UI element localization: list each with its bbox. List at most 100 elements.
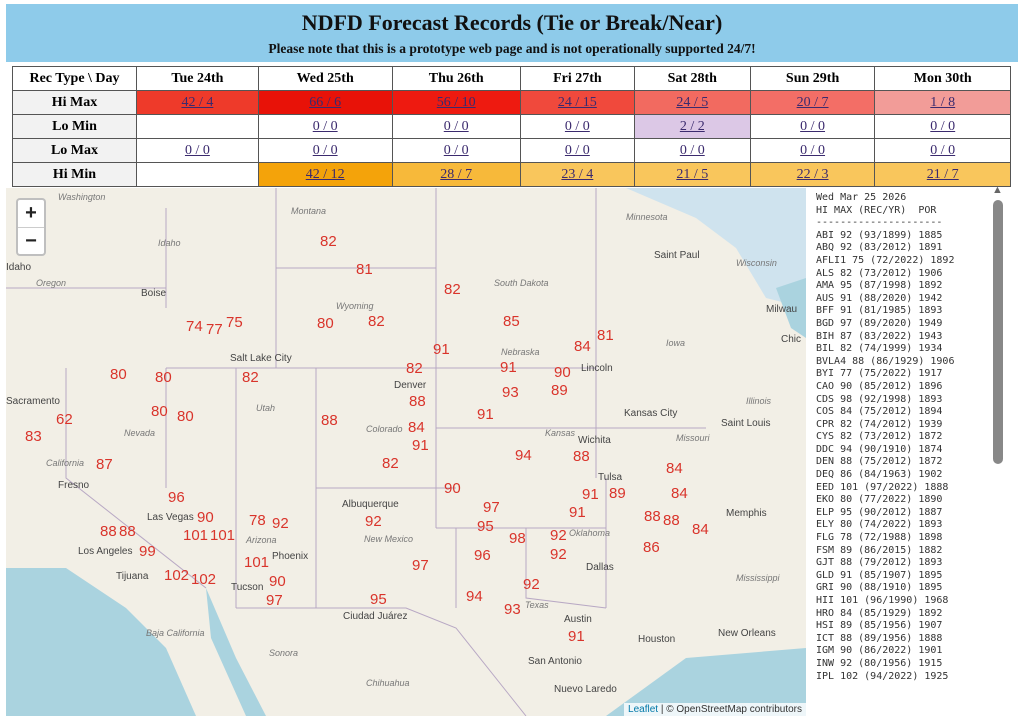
temperature-marker[interactable]: 89 — [609, 485, 626, 502]
temperature-marker[interactable]: 96 — [168, 489, 185, 506]
temperature-marker[interactable]: 90 — [269, 573, 286, 590]
temperature-marker[interactable]: 95 — [477, 518, 494, 535]
temperature-marker[interactable]: 87 — [96, 456, 113, 473]
zoom-out-button[interactable]: − — [18, 227, 44, 254]
record-link[interactable]: 0 / 0 — [443, 118, 469, 134]
temperature-marker[interactable]: 97 — [412, 557, 429, 574]
record-link[interactable]: 0 / 0 — [679, 142, 705, 158]
temperature-marker[interactable]: 90 — [444, 480, 461, 497]
record-link[interactable]: 0 / 0 — [930, 118, 956, 134]
temperature-marker[interactable]: 91 — [568, 628, 585, 645]
temperature-marker[interactable]: 81 — [356, 261, 373, 278]
temperature-marker[interactable]: 85 — [503, 313, 520, 330]
temperature-marker[interactable]: 96 — [474, 547, 491, 564]
temperature-marker[interactable]: 81 — [597, 327, 614, 344]
temperature-marker[interactable]: 82 — [368, 313, 385, 330]
temperature-marker[interactable]: 75 — [226, 314, 243, 331]
temperature-marker[interactable]: 80 — [317, 315, 334, 332]
record-link[interactable]: 2 / 2 — [679, 118, 705, 134]
temperature-marker[interactable]: 86 — [643, 539, 660, 556]
record-link[interactable]: 0 / 0 — [312, 142, 338, 158]
temperature-marker[interactable]: 91 — [433, 341, 450, 358]
record-link[interactable]: 0 / 0 — [930, 142, 956, 158]
record-link[interactable]: 0 / 0 — [800, 142, 826, 158]
temperature-marker[interactable]: 74 — [186, 318, 203, 335]
record-link[interactable]: 0 / 0 — [443, 142, 469, 158]
record-link[interactable]: 21 / 7 — [926, 166, 959, 182]
temperature-marker[interactable]: 88 — [644, 508, 661, 525]
record-link[interactable]: 22 / 3 — [796, 166, 829, 182]
temperature-marker[interactable]: 90 — [554, 364, 571, 381]
temperature-marker[interactable]: 84 — [408, 419, 425, 436]
temperature-marker[interactable]: 101 — [210, 527, 236, 544]
record-link[interactable]: 0 / 0 — [564, 142, 590, 158]
temperature-marker[interactable]: 88 — [663, 512, 680, 529]
temperature-marker[interactable]: 84 — [692, 521, 709, 538]
temperature-marker[interactable]: 94 — [466, 588, 483, 605]
temperature-marker[interactable]: 90 — [197, 509, 214, 526]
temperature-marker[interactable]: 84 — [671, 485, 688, 502]
temperature-marker[interactable]: 92 — [365, 513, 382, 530]
temperature-marker[interactable]: 91 — [500, 359, 517, 376]
temperature-marker[interactable]: 91 — [582, 486, 599, 503]
temperature-marker[interactable]: 102 — [164, 567, 190, 584]
temperature-marker[interactable]: 95 — [370, 591, 387, 608]
temperature-marker[interactable]: 84 — [666, 460, 683, 477]
temperature-marker[interactable]: 92 — [523, 576, 540, 593]
record-link[interactable]: 1 / 8 — [930, 94, 956, 110]
record-link[interactable]: 21 / 5 — [676, 166, 709, 182]
temperature-marker[interactable]: 77 — [206, 321, 223, 338]
record-link[interactable]: 42 / 4 — [181, 94, 214, 110]
temperature-marker[interactable]: 80 — [177, 408, 194, 425]
temperature-marker[interactable]: 101 — [183, 527, 209, 544]
temperature-marker[interactable]: 84 — [574, 338, 591, 355]
temperature-marker[interactable]: 91 — [569, 504, 586, 521]
temperature-marker[interactable]: 91 — [477, 406, 494, 423]
record-link[interactable]: 28 / 7 — [440, 166, 473, 182]
record-link[interactable]: 23 / 4 — [561, 166, 594, 182]
temperature-marker[interactable]: 82 — [382, 455, 399, 472]
temperature-marker[interactable]: 91 — [412, 437, 429, 454]
list-scrollbar[interactable]: ▲ — [990, 184, 1006, 720]
scroll-up-icon[interactable]: ▲ — [992, 184, 1003, 196]
temperature-marker[interactable]: 80 — [155, 369, 172, 386]
temperature-marker[interactable]: 93 — [504, 601, 521, 618]
temperature-marker[interactable]: 82 — [444, 281, 461, 298]
temperature-marker[interactable]: 62 — [56, 411, 73, 428]
record-link[interactable]: 42 / 12 — [305, 166, 345, 182]
temperature-marker[interactable]: 83 — [25, 428, 42, 445]
record-link[interactable]: 66 / 6 — [309, 94, 342, 110]
record-link[interactable]: 0 / 0 — [312, 118, 338, 134]
zoom-in-button[interactable]: + — [25, 202, 37, 224]
temperature-marker[interactable]: 99 — [139, 543, 156, 560]
record-link[interactable]: 0 / 0 — [184, 142, 210, 158]
records-list[interactable]: Wed Mar 25 2026 HI MAX (REC/YR) POR ------… — [810, 188, 990, 720]
temperature-marker[interactable]: 97 — [266, 592, 283, 609]
temperature-marker[interactable]: 92 — [550, 527, 567, 544]
temperature-marker[interactable]: 92 — [272, 515, 289, 532]
temperature-marker[interactable]: 93 — [502, 384, 519, 401]
scrollbar-thumb[interactable] — [993, 200, 1003, 464]
temperature-marker[interactable]: 88 — [100, 523, 117, 540]
temperature-marker[interactable]: 78 — [249, 512, 266, 529]
temperature-marker[interactable]: 88 — [321, 412, 338, 429]
temperature-marker[interactable]: 92 — [550, 546, 567, 563]
temperature-marker[interactable]: 89 — [551, 382, 568, 399]
temperature-marker[interactable]: 102 — [191, 571, 217, 588]
temperature-marker[interactable]: 82 — [242, 369, 259, 386]
temperature-marker[interactable]: 88 — [409, 393, 426, 410]
temperature-marker[interactable]: 94 — [515, 447, 532, 464]
record-link[interactable]: 24 / 15 — [557, 94, 597, 110]
temperature-marker[interactable]: 80 — [110, 366, 127, 383]
map[interactable]: 82 81 82 74 77 75 80 82 85 81 84 91 80 80 82 82 91 90 89 93… — [6, 188, 806, 716]
temperature-marker[interactable]: 88 — [573, 448, 590, 465]
temperature-marker[interactable]: 101 — [244, 554, 270, 571]
temperature-marker[interactable]: 97 — [483, 499, 500, 516]
osm-attribution[interactable]: | © OpenStreetMap contributors — [660, 704, 802, 715]
record-link[interactable]: 0 / 0 — [564, 118, 590, 134]
temperature-marker[interactable]: 88 — [119, 523, 136, 540]
temperature-marker[interactable]: 82 — [406, 360, 423, 377]
temperature-marker[interactable]: 82 — [320, 233, 337, 250]
temperature-marker[interactable]: 98 — [509, 530, 526, 547]
temperature-marker[interactable]: 80 — [151, 403, 168, 420]
